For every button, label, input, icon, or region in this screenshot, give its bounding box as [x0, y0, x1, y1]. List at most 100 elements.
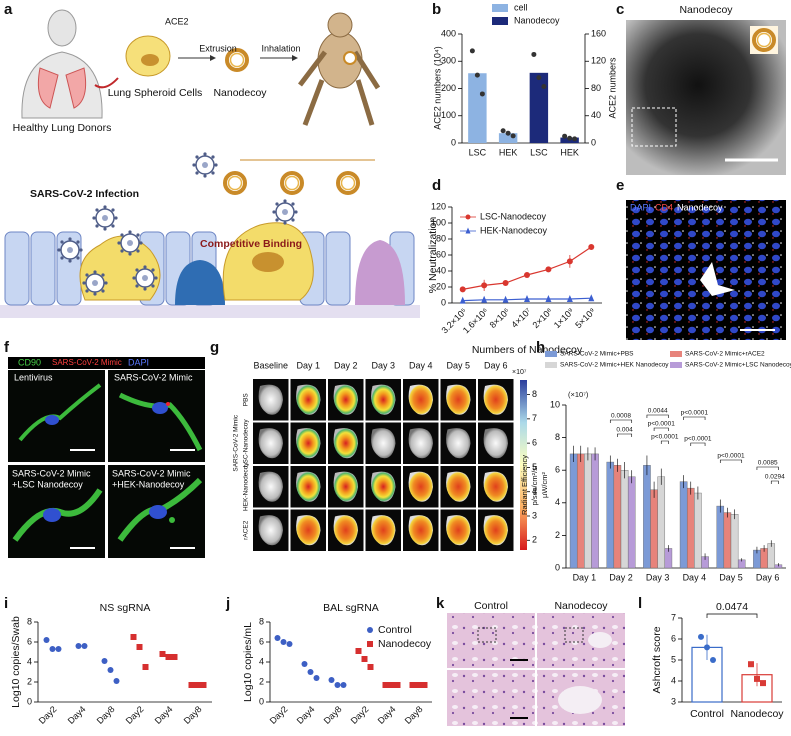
y-tick-label: 20 [436, 281, 446, 291]
x-tick-label: Nanodecoy [730, 708, 784, 720]
significance-bracket [660, 440, 669, 444]
significance-bracket [756, 466, 779, 470]
colorbar-tick-label: 3 [532, 510, 537, 520]
significance-bracket [770, 480, 779, 484]
data-point [459, 296, 466, 304]
channel-label: DAPI [630, 202, 651, 212]
data-point [524, 272, 530, 278]
x-tick-label: Day2 [124, 704, 146, 726]
colorbar-tick-label: 5 [532, 462, 537, 472]
y-unit: (×10⁷) [568, 390, 589, 399]
x-tick-label: 1×10⁹ [552, 306, 576, 330]
legend-swatch [670, 362, 682, 368]
data-point [531, 51, 537, 57]
lung-image [483, 428, 508, 459]
panel-letter: e [616, 177, 624, 194]
lung-image [408, 384, 433, 415]
y-tick-label: 3 [671, 696, 676, 706]
channel-band [8, 357, 205, 369]
chart-title: NS sgRNA [100, 602, 151, 614]
data-point [367, 627, 373, 633]
lung-image [408, 515, 433, 546]
lung-image [483, 384, 508, 415]
y-tick-label: 4 [555, 497, 560, 507]
data-point [524, 295, 530, 302]
significance-bracket [646, 414, 669, 418]
data-point [355, 648, 362, 654]
bar [576, 453, 585, 569]
data-point [541, 83, 547, 89]
lung-image [333, 428, 358, 459]
x-tick-label: Control [690, 708, 724, 720]
data-point [388, 682, 395, 688]
data-point [588, 294, 595, 302]
lung-image [296, 428, 321, 459]
significance-bracket [609, 419, 633, 423]
lung-image [258, 428, 283, 459]
data-point [588, 244, 595, 250]
lung-image [333, 515, 358, 546]
channel-label: SARS-CoV-2 Mimic [52, 358, 122, 367]
panel-letter: h [536, 339, 545, 356]
series-line [462, 246, 592, 290]
legend-label: Control [378, 624, 412, 636]
bar [723, 512, 732, 569]
bar [679, 481, 688, 569]
nanodecoy-label: Nanodecoy [213, 87, 267, 99]
bar [498, 133, 518, 143]
y-tick-label: 400 [441, 28, 456, 38]
y-tick-label: 40 [591, 110, 601, 120]
data-point [409, 682, 416, 688]
data-point [286, 641, 293, 647]
data-point [510, 133, 516, 139]
data-point [274, 635, 281, 641]
p-value: p<0.0001 [717, 453, 745, 460]
row-label: HEK-Nanodecoy [243, 462, 250, 511]
colorbar-tick-label: 8 [532, 389, 537, 399]
x-tick-label: Day4 [376, 704, 398, 726]
y-tick-label: 120 [431, 201, 446, 211]
p-value: 0.0085 [758, 460, 778, 467]
y-tick-label: 7 [671, 612, 676, 622]
chart-title: BAL sgRNA [323, 602, 379, 614]
colorbar [520, 380, 527, 550]
x-tick-label: 5×10⁹ [573, 306, 597, 330]
lung-image [446, 471, 471, 502]
legend-label: HEK-Nanodecoy [480, 225, 548, 235]
column-header: Day 4 [409, 360, 433, 370]
lung-image [371, 384, 396, 415]
data-point [465, 227, 471, 234]
lung-image [258, 515, 283, 546]
y-tick-label: 8 [27, 616, 32, 626]
x-tick-label: Day 2 [609, 572, 633, 582]
data-point [459, 286, 466, 293]
bar [643, 465, 651, 569]
lung-image [371, 471, 396, 502]
panel-letter: d [432, 177, 441, 194]
p-value: p<0.0001 [651, 434, 679, 441]
y-tick-label: 160 [591, 28, 606, 38]
extrusion-label: Extrusion [199, 43, 237, 53]
y-tick-label: 5 [671, 654, 676, 664]
bar [620, 470, 629, 569]
y-tick-label: 4 [27, 656, 32, 666]
y-tick-label: 8 [259, 616, 264, 626]
y-axis-label: ACE2 numbers [607, 57, 617, 119]
data-point [421, 682, 428, 688]
row-label: rACE2 [243, 520, 250, 540]
y-tick-label: 0 [27, 696, 32, 706]
y-tick-label: 300 [441, 56, 456, 66]
legend-label: Nanodecoy [514, 15, 560, 25]
data-point [136, 644, 143, 650]
legend-swatch [670, 351, 682, 357]
column-header: Baseline [253, 360, 288, 370]
y-axis-label: % Neutralization [427, 217, 439, 294]
legend-swatch [545, 351, 557, 357]
x-tick-label: Day 4 [683, 572, 707, 582]
data-point [465, 214, 471, 220]
data-point [567, 135, 573, 141]
column-header: Day 3 [371, 360, 395, 370]
y-tick-label: 4 [259, 656, 264, 666]
data-point [710, 657, 716, 663]
data-point [382, 682, 389, 688]
